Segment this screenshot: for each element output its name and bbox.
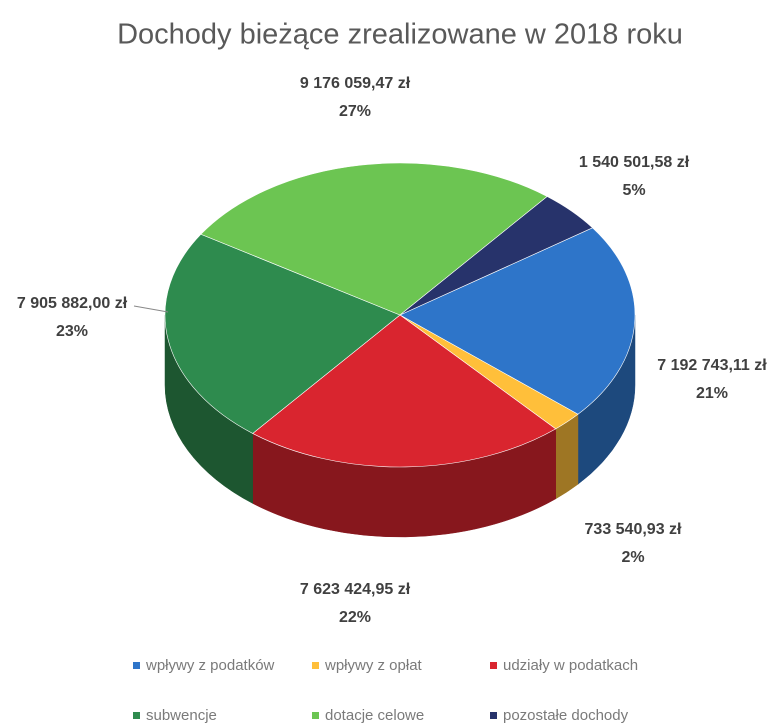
slice [200,162,548,316]
leader-line [133,305,169,313]
legend-label: wpływy z podatków [145,657,275,674]
slice [399,196,594,316]
legend-marker [312,662,319,669]
legend-label: wpływy z opłat [324,657,423,674]
legend-marker [490,662,497,669]
legend-label: udziały w podatkach [503,657,638,674]
value-label: 7 192 743,11 zł [657,357,767,374]
value-label: 9 176 059,47 zł [300,75,411,92]
percent-label: 5% [622,182,645,199]
value-label: 733 540,93 zł [585,521,683,538]
percent-label: 22% [339,609,371,626]
percent-label: 27% [339,103,371,120]
value-label: 7 905 882,00 zł [17,295,128,312]
value-label: 1 540 501,58 zł [579,154,690,171]
slice [252,314,557,468]
percent-label: 21% [696,385,728,402]
percent-label: 23% [56,323,88,340]
slice [399,227,636,415]
legend-marker [133,662,140,669]
percent-label: 2% [621,549,644,566]
chart-title: Dochody bieżące zrealizowane w 2018 roku [117,19,683,51]
legend-label: pozostałe dochody [503,707,629,724]
legend-label: subwencje [146,707,217,724]
slice [164,233,401,434]
legend-marker [490,712,497,719]
legend-marker [133,712,140,719]
legend-label: dotacje celowe [325,707,424,724]
value-label: 7 623 424,95 zł [300,581,411,598]
legend-marker [312,712,319,719]
